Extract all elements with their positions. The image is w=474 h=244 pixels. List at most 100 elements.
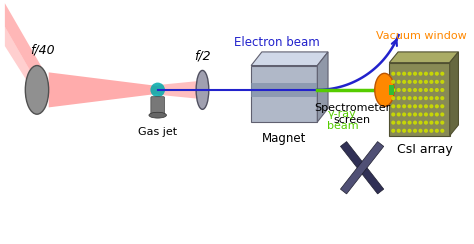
Ellipse shape	[424, 129, 428, 133]
Ellipse shape	[402, 96, 406, 100]
Ellipse shape	[408, 121, 411, 125]
Ellipse shape	[419, 80, 422, 84]
Ellipse shape	[397, 112, 401, 116]
Polygon shape	[158, 81, 198, 99]
Ellipse shape	[429, 121, 433, 125]
Polygon shape	[49, 72, 158, 107]
Ellipse shape	[435, 88, 439, 92]
Ellipse shape	[440, 88, 444, 92]
Ellipse shape	[149, 112, 166, 118]
Ellipse shape	[397, 88, 401, 92]
Ellipse shape	[429, 129, 433, 133]
Ellipse shape	[440, 112, 444, 116]
Ellipse shape	[397, 96, 401, 100]
Polygon shape	[340, 142, 384, 194]
Ellipse shape	[435, 112, 439, 116]
Text: Gas jet: Gas jet	[138, 127, 177, 137]
Ellipse shape	[402, 88, 406, 92]
Ellipse shape	[424, 72, 428, 76]
Text: Magnet: Magnet	[262, 132, 306, 145]
Ellipse shape	[435, 96, 439, 100]
Ellipse shape	[402, 104, 406, 108]
Ellipse shape	[397, 104, 401, 108]
Ellipse shape	[391, 88, 395, 92]
Ellipse shape	[429, 72, 433, 76]
Ellipse shape	[150, 82, 165, 97]
Ellipse shape	[435, 104, 439, 108]
Ellipse shape	[435, 80, 439, 84]
Ellipse shape	[435, 129, 439, 133]
Polygon shape	[5, 27, 39, 94]
Ellipse shape	[419, 96, 422, 100]
Ellipse shape	[424, 88, 428, 92]
Ellipse shape	[25, 66, 49, 114]
Polygon shape	[251, 52, 328, 66]
Text: CsI array: CsI array	[397, 143, 452, 156]
Ellipse shape	[419, 121, 422, 125]
Ellipse shape	[402, 112, 406, 116]
Ellipse shape	[419, 104, 422, 108]
Ellipse shape	[424, 121, 428, 125]
Ellipse shape	[419, 129, 422, 133]
Ellipse shape	[413, 112, 417, 116]
Ellipse shape	[397, 80, 401, 84]
Polygon shape	[5, 3, 45, 86]
Polygon shape	[450, 52, 458, 136]
Ellipse shape	[397, 121, 401, 125]
Ellipse shape	[391, 112, 395, 116]
Ellipse shape	[429, 112, 433, 116]
Text: γ-ray
beam: γ-ray beam	[327, 109, 358, 131]
Ellipse shape	[375, 73, 394, 106]
Ellipse shape	[391, 80, 395, 84]
Polygon shape	[251, 66, 317, 122]
Ellipse shape	[408, 129, 411, 133]
Ellipse shape	[413, 80, 417, 84]
Ellipse shape	[408, 96, 411, 100]
Ellipse shape	[413, 129, 417, 133]
Ellipse shape	[413, 96, 417, 100]
Ellipse shape	[402, 80, 406, 84]
Ellipse shape	[402, 121, 406, 125]
Polygon shape	[389, 52, 458, 63]
Ellipse shape	[391, 72, 395, 76]
Ellipse shape	[402, 72, 406, 76]
Ellipse shape	[391, 96, 395, 100]
Ellipse shape	[429, 88, 433, 92]
Ellipse shape	[397, 129, 401, 133]
Ellipse shape	[391, 121, 395, 125]
Ellipse shape	[435, 121, 439, 125]
Ellipse shape	[391, 104, 395, 108]
Ellipse shape	[419, 72, 422, 76]
Ellipse shape	[419, 88, 422, 92]
Ellipse shape	[391, 129, 395, 133]
Ellipse shape	[408, 104, 411, 108]
Ellipse shape	[440, 72, 444, 76]
Ellipse shape	[408, 80, 411, 84]
Ellipse shape	[408, 112, 411, 116]
Ellipse shape	[440, 96, 444, 100]
Ellipse shape	[429, 96, 433, 100]
Ellipse shape	[419, 112, 422, 116]
Ellipse shape	[440, 104, 444, 108]
Ellipse shape	[424, 112, 428, 116]
Ellipse shape	[402, 129, 406, 133]
Text: Spectrometer
screen: Spectrometer screen	[314, 103, 391, 125]
Ellipse shape	[440, 80, 444, 84]
Ellipse shape	[424, 104, 428, 108]
Ellipse shape	[413, 72, 417, 76]
Ellipse shape	[424, 80, 428, 84]
Ellipse shape	[440, 121, 444, 125]
Ellipse shape	[413, 88, 417, 92]
Ellipse shape	[429, 80, 433, 84]
Ellipse shape	[408, 88, 411, 92]
Bar	[389, 85, 394, 95]
Ellipse shape	[397, 72, 401, 76]
Polygon shape	[251, 83, 317, 97]
Ellipse shape	[424, 96, 428, 100]
Ellipse shape	[435, 72, 439, 76]
Ellipse shape	[408, 72, 411, 76]
Ellipse shape	[429, 104, 433, 108]
Polygon shape	[340, 142, 384, 194]
Ellipse shape	[413, 121, 417, 125]
Text: f/2: f/2	[194, 50, 211, 63]
